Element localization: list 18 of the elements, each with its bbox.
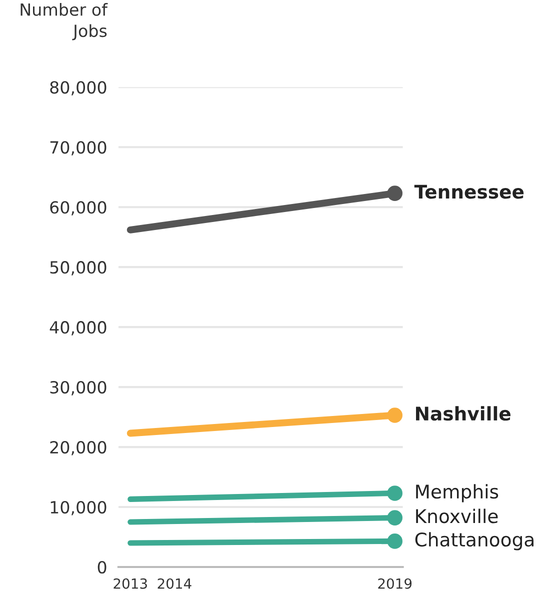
y-tick-label: 0 (98, 560, 106, 574)
y-tick-label: 70,000 (50, 141, 106, 156)
y-tick-label: 40,000 (50, 321, 106, 336)
x-tick-label: 2013 (114, 578, 147, 589)
y-axis-title: Number of Jobs (20, 3, 108, 40)
x-tick-label: 2019 (378, 578, 412, 589)
series-label: Memphis (416, 484, 498, 502)
x-tick-label: 2014 (158, 578, 192, 589)
y-tick-label: 60,000 (50, 201, 106, 216)
y-tick-label: 20,000 (50, 440, 106, 456)
y-tick-label: 50,000 (50, 261, 106, 276)
y-tick-label: 80,000 (50, 81, 106, 96)
series-label: Tennessee (414, 184, 524, 199)
series-label: Nashville (416, 406, 510, 421)
y-tick-label: 10,000 (50, 500, 106, 516)
series-label: Chattanooga (415, 532, 534, 550)
y-tick-label: 30,000 (50, 381, 106, 396)
series-label: Knoxville (416, 508, 498, 524)
